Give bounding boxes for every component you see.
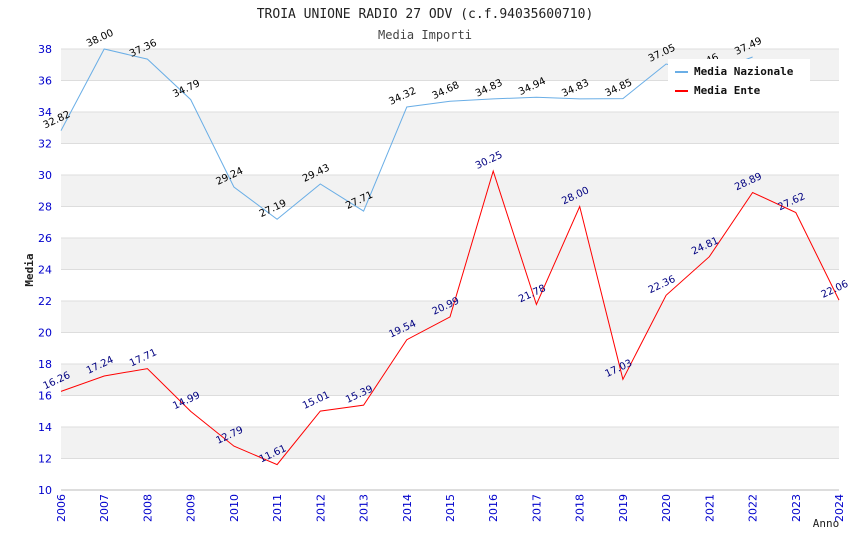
- y-tick-label: 28: [38, 201, 52, 214]
- x-tick-label: 2020: [660, 494, 673, 522]
- x-tick-label: 2014: [401, 494, 414, 522]
- y-tick-label: 10: [38, 484, 52, 497]
- grid-band: [61, 206, 839, 238]
- grid-bands: [61, 49, 839, 490]
- grid-band: [61, 175, 839, 207]
- grid-band: [61, 143, 839, 175]
- x-tick-label: 2015: [444, 494, 457, 522]
- x-tick-label: 2007: [98, 494, 111, 522]
- x-tick-labels: 2006 2007 2008 2009 2010 2011 2012 2013 2014 2015…: [55, 494, 846, 522]
- x-tick-label: 2008: [141, 494, 154, 522]
- y-tick-label: 12: [38, 453, 52, 466]
- x-axis-label: Anno: [813, 517, 840, 530]
- grid-band: [61, 238, 839, 270]
- chart-title: TROIA UNIONE RADIO 27 ODV (c.f.940356007…: [257, 7, 594, 22]
- y-tick-label: 38: [38, 43, 52, 56]
- series-line-media-ente: [60, 169, 840, 466]
- y-tick-label: 34: [38, 106, 52, 119]
- y-tick-label: 22: [38, 295, 52, 308]
- grid-band: [61, 364, 839, 396]
- y-axis-label: Media: [23, 253, 36, 286]
- x-tick-label: 2023: [790, 494, 803, 522]
- grid-lines: [61, 48, 839, 491]
- y-tick-label: 14: [38, 421, 52, 434]
- data-label-media-nazionale: 38.00: [85, 28, 116, 50]
- y-tick-label: 24: [38, 264, 52, 277]
- grid-band: [61, 427, 839, 459]
- x-tick-label: 2022: [747, 494, 760, 522]
- series-lines: [60, 48, 840, 466]
- grid-band: [61, 112, 839, 144]
- y-tick-label: 20: [38, 327, 52, 340]
- x-tick-label: 2018: [574, 494, 587, 522]
- y-tick-label: 36: [38, 75, 52, 88]
- x-tick-label: 2013: [358, 494, 371, 522]
- y-tick-label: 16: [38, 390, 52, 403]
- x-tick-label: 2012: [314, 494, 327, 522]
- x-tick-label: 2006: [55, 494, 68, 522]
- chart-subtitle: Media Importi: [378, 28, 472, 42]
- y-tick-label: 18: [38, 358, 52, 371]
- x-tick-label: 2016: [487, 494, 500, 522]
- legend-box: [668, 59, 810, 101]
- series-line-media-nazionale: [60, 48, 753, 220]
- x-tick-label: 2011: [271, 494, 284, 522]
- x-tick-label: 2019: [617, 494, 630, 522]
- grid-band: [61, 332, 839, 364]
- x-tick-label: 2024: [833, 494, 846, 522]
- x-tick-label: 2010: [228, 494, 241, 522]
- legend: Media Nazionale Media Ente: [668, 59, 810, 101]
- y-tick-label: 32: [38, 138, 52, 151]
- x-tick-label: 2021: [703, 494, 716, 522]
- y-tick-labels: 10 12 14 16 18 20 22 24 26 28 30 32 34 36 38: [38, 43, 52, 497]
- y-tick-label: 30: [38, 169, 52, 182]
- legend-label-media-ente: Media Ente: [694, 84, 761, 97]
- grid-band: [61, 269, 839, 301]
- x-tick-label: 2009: [185, 494, 198, 522]
- grid-band: [61, 458, 839, 490]
- legend-label-media-nazionale: Media Nazionale: [694, 65, 794, 78]
- x-tick-label: 2017: [530, 494, 543, 522]
- y-tick-label: 26: [38, 232, 52, 245]
